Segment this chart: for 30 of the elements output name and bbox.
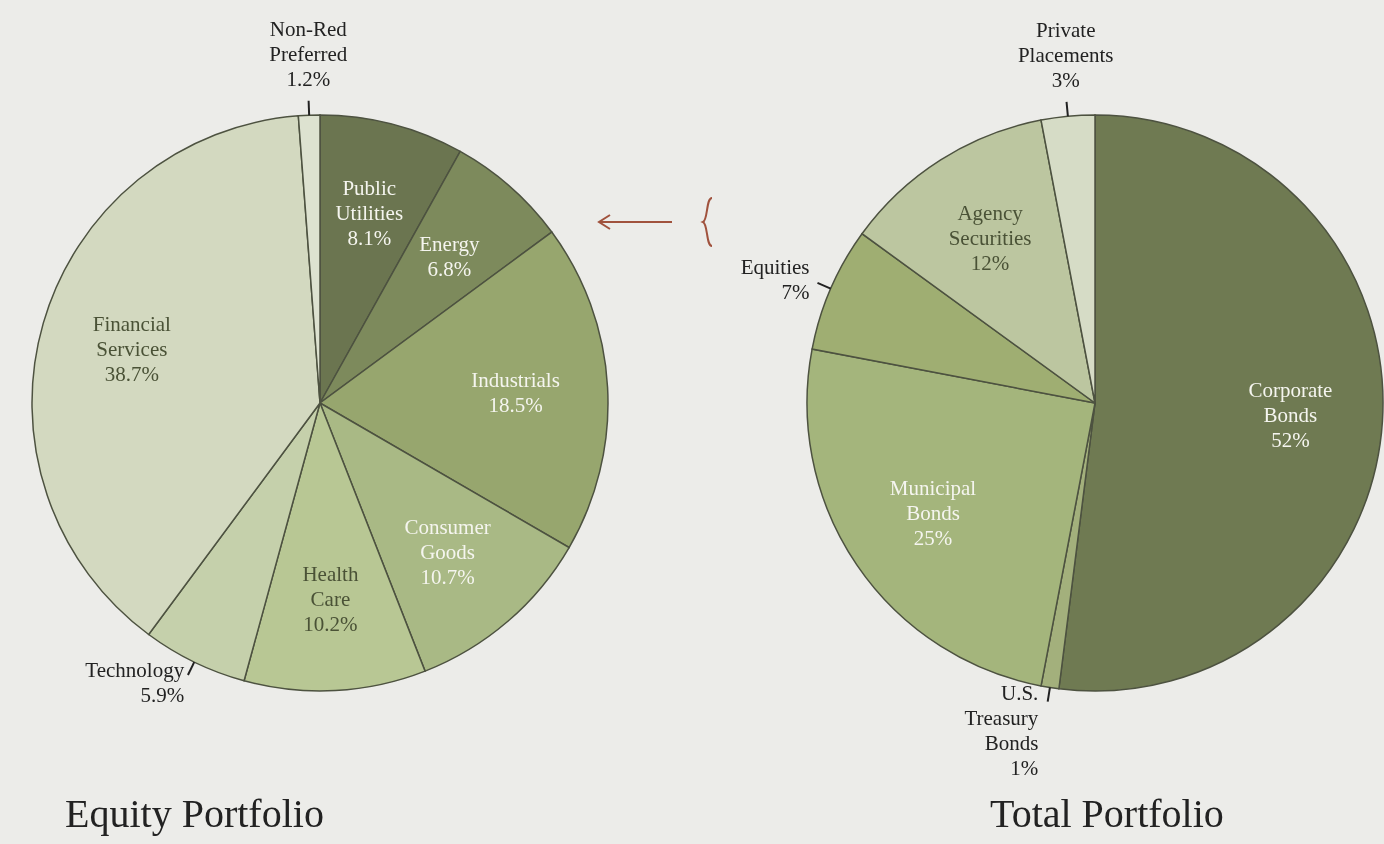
slice-label: Industrials	[471, 367, 560, 392]
slice-label: Health Care	[302, 561, 359, 611]
slice-label: Energy	[419, 231, 481, 256]
slice-label: Consumer Goods	[404, 514, 491, 564]
slice-label: Equities	[740, 254, 810, 279]
slice-label: Private Placements	[1017, 18, 1114, 68]
data-label: 3%	[1051, 68, 1080, 93]
data-label: 10.7%	[420, 564, 475, 589]
slice-label: U.S. Treasury Bonds	[964, 680, 1039, 755]
data-label: 52%	[1271, 428, 1310, 453]
slice-label: Corporate Bonds	[1248, 378, 1333, 428]
text: Equity Portfolio	[65, 790, 324, 837]
data-label: 1.2%	[286, 67, 331, 92]
data-label: 12%	[970, 250, 1010, 275]
slice-label: Financial Services	[92, 311, 172, 361]
data-label: 38.7%	[104, 361, 159, 386]
slice-label: Public Utilities	[335, 176, 404, 226]
data-label: 18.5%	[488, 392, 543, 417]
slice-label: Municipal Bonds	[889, 476, 977, 526]
text: Total Portfolio	[990, 790, 1224, 837]
data-label: 5.9%	[140, 683, 185, 708]
data-label: 8.1%	[347, 226, 392, 251]
data-label: 6.8%	[427, 256, 472, 281]
slice-label: Agency Securities	[948, 200, 1032, 250]
data-label: 10.2%	[303, 611, 358, 636]
data-label: 25%	[913, 526, 953, 551]
slice-label: Technology	[85, 658, 185, 683]
data-label: 1%	[1010, 755, 1039, 780]
slice-label: Non-Red Preferred	[269, 17, 348, 67]
data-label: 7%	[781, 279, 810, 304]
